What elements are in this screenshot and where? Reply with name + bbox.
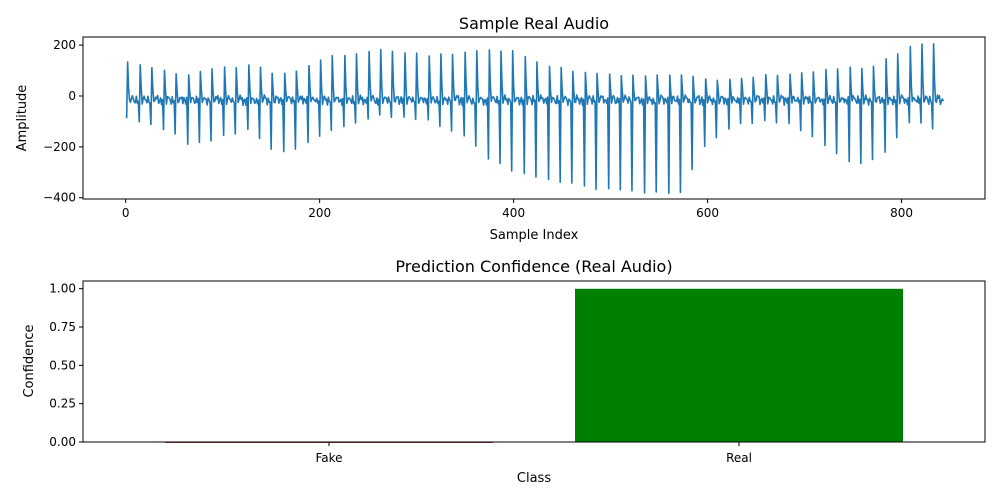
confidence-bar-chart: Prediction Confidence (Real Audio) 0.000… xyxy=(22,257,986,486)
confidence-ytick-label: 0.00 xyxy=(49,435,76,449)
confidence-title: Prediction Confidence (Real Audio) xyxy=(395,257,672,276)
waveform-ytick-label: −400 xyxy=(43,191,76,205)
confidence-bars xyxy=(165,288,903,443)
waveform-xtick-label: 800 xyxy=(890,206,913,220)
confidence-ytick-label: 0.50 xyxy=(49,358,76,372)
confidence-ytick-label: 1.00 xyxy=(49,282,76,296)
waveform-xlabel: Sample Index xyxy=(490,228,579,243)
confidence-xlabel: Class xyxy=(517,471,551,486)
waveform-ytick-label: −200 xyxy=(43,140,76,154)
confidence-xtick-label: Real xyxy=(726,451,752,465)
confidence-ytick-label: 0.75 xyxy=(49,320,76,334)
waveform-ytick-label: 200 xyxy=(53,38,76,52)
confidence-xtick-label: Fake xyxy=(315,451,342,465)
waveform-title: Sample Real Audio xyxy=(459,14,609,33)
waveform-plot-area xyxy=(125,42,945,194)
waveform-series-line xyxy=(125,42,945,194)
waveform-ticks: 0 200 400 600 800 −400 −200 0 200 xyxy=(43,38,913,220)
confidence-ticks: 0.00 0.25 0.50 0.75 1.00 Fake Real xyxy=(49,282,752,465)
waveform-axes-frame xyxy=(82,36,986,200)
waveform-xtick-label: 200 xyxy=(308,206,331,220)
waveform-ytick-label: 0 xyxy=(68,89,76,103)
waveform-xtick-label: 400 xyxy=(502,206,525,220)
bar-real xyxy=(575,288,903,442)
confidence-axes-frame xyxy=(82,280,986,443)
confidence-ytick-label: 0.25 xyxy=(49,397,76,411)
audio-waveform-chart: Sample Real Audio 0 200 400 600 800−400−2000… xyxy=(15,14,986,243)
confidence-ylabel: Confidence xyxy=(22,324,37,397)
waveform-xtick-label: 0 xyxy=(122,206,130,220)
waveform-ylabel: Amplitude xyxy=(15,85,30,152)
waveform-xtick-label: 600 xyxy=(696,206,719,220)
